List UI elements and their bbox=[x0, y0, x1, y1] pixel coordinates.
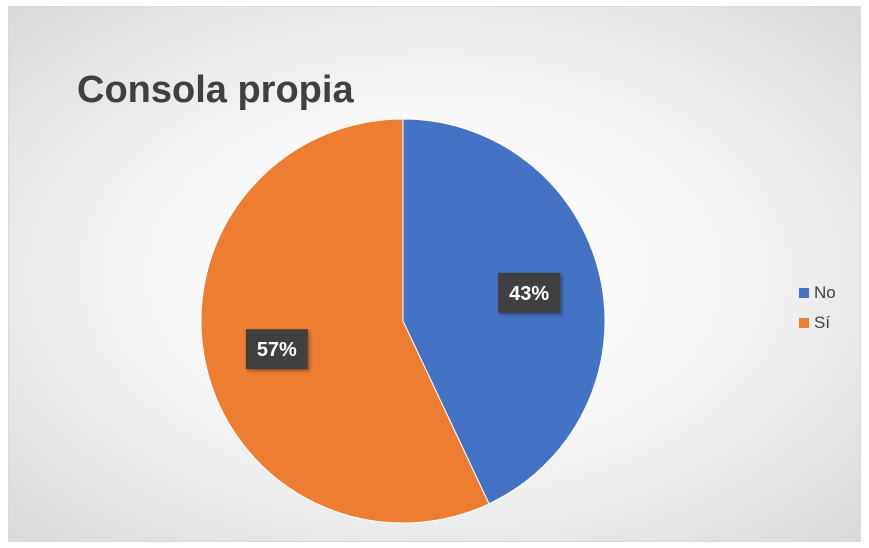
legend-swatch bbox=[799, 288, 809, 298]
legend-item-0: No bbox=[799, 280, 836, 306]
chart-area: Consola propia 43% 57% No Sí bbox=[8, 6, 861, 542]
legend-swatch bbox=[799, 318, 809, 328]
legend-label: No bbox=[814, 283, 836, 302]
pie-chart: 43% 57% bbox=[200, 118, 606, 524]
svg-text:43%: 43% bbox=[509, 283, 549, 305]
legend-label: Sí bbox=[814, 313, 831, 332]
data-label-1: 57% bbox=[245, 329, 308, 370]
pie-slice-1 bbox=[200, 118, 490, 524]
svg-text:57%: 57% bbox=[257, 339, 297, 361]
legend: No Sí bbox=[799, 280, 836, 340]
legend-item-1: Sí bbox=[799, 310, 836, 336]
chart-title: Consola propia bbox=[77, 69, 354, 111]
data-label-0: 43% bbox=[498, 272, 561, 313]
